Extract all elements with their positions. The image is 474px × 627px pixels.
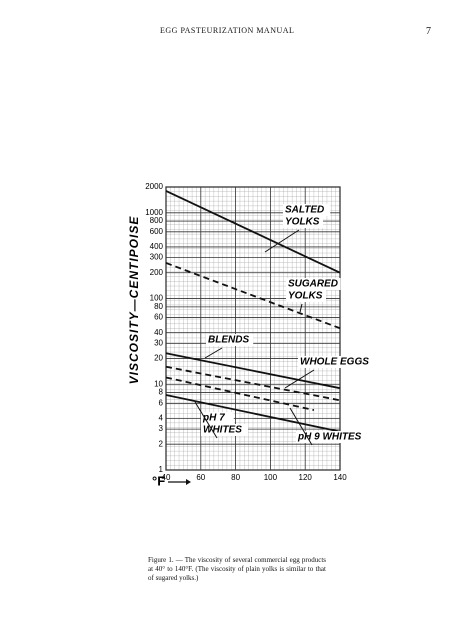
label-background — [201, 424, 249, 436]
figure-caption: Figure 1. — The viscosity of several com… — [148, 556, 326, 582]
y-axis-label: VISCOSITY—CENTIPOISE — [127, 216, 141, 385]
series-line — [165, 394, 341, 433]
y-tick-label: 80 — [154, 302, 163, 311]
series-line — [165, 376, 315, 411]
label-arrow — [204, 347, 223, 359]
y-tick-label: 10 — [154, 379, 163, 388]
label-background — [201, 412, 234, 424]
series-label: YOLKS — [288, 291, 323, 302]
label-background — [298, 356, 374, 368]
y-tick-label: 1000 — [145, 208, 163, 217]
label-arrow — [299, 303, 303, 313]
y-tick-label: 3 — [159, 424, 164, 433]
x-tick-label: 40 — [162, 473, 171, 482]
y-tick-label: 2000 — [145, 182, 163, 191]
x-tick-label: 120 — [299, 473, 313, 482]
series-label: WHOLE EGGS — [300, 357, 369, 368]
y-tick-label: 30 — [154, 338, 163, 347]
y-tick-label: 20 — [154, 354, 163, 363]
x-axis-label: °F — [152, 473, 165, 488]
y-tick-label: 2 — [159, 439, 164, 448]
series-line — [165, 262, 341, 330]
series-label: SALTED — [285, 205, 324, 216]
y-tick-label: 400 — [150, 242, 164, 251]
label-arrow — [194, 401, 218, 439]
y-tick-label: 800 — [150, 216, 164, 225]
label-arrow — [264, 229, 300, 253]
y-tick-label: 300 — [150, 253, 164, 262]
y-tick-label: 60 — [154, 313, 163, 322]
series-line — [165, 190, 341, 274]
y-tick-label: 4 — [159, 413, 164, 422]
series-line — [165, 352, 341, 390]
x-tick-label: 140 — [333, 473, 347, 482]
series-label: WHITES — [203, 425, 242, 436]
x-tick-label: 60 — [196, 473, 205, 482]
y-tick-label: 6 — [159, 398, 164, 407]
x-tick-label: 80 — [231, 473, 240, 482]
label-background — [283, 204, 331, 216]
label-background — [283, 216, 323, 228]
label-arrow — [284, 369, 315, 389]
y-tick-label: 8 — [159, 388, 164, 397]
label-background — [206, 334, 254, 346]
label-arrow — [289, 407, 313, 446]
label-background — [296, 431, 380, 443]
x-axis-arrowhead — [186, 479, 191, 485]
label-background — [286, 290, 326, 302]
series-label: pH 7 — [202, 413, 225, 424]
series-label: pH 9 WHITES — [297, 432, 362, 443]
page-number: 7 — [426, 26, 432, 37]
x-tick-label: 100 — [264, 473, 278, 482]
y-tick-label: 40 — [154, 328, 163, 337]
running-header: EGG PASTEURIZATION MANUAL — [160, 26, 295, 35]
y-tick-label: 100 — [150, 294, 164, 303]
series-label: SUGARED — [288, 279, 338, 290]
y-tick-label: 1 — [159, 465, 164, 474]
y-tick-label: 600 — [150, 227, 164, 236]
label-background — [286, 278, 341, 290]
y-tick-label: 200 — [150, 268, 164, 277]
series-label: BLENDS — [208, 335, 249, 346]
series-label: YOLKS — [285, 217, 320, 228]
